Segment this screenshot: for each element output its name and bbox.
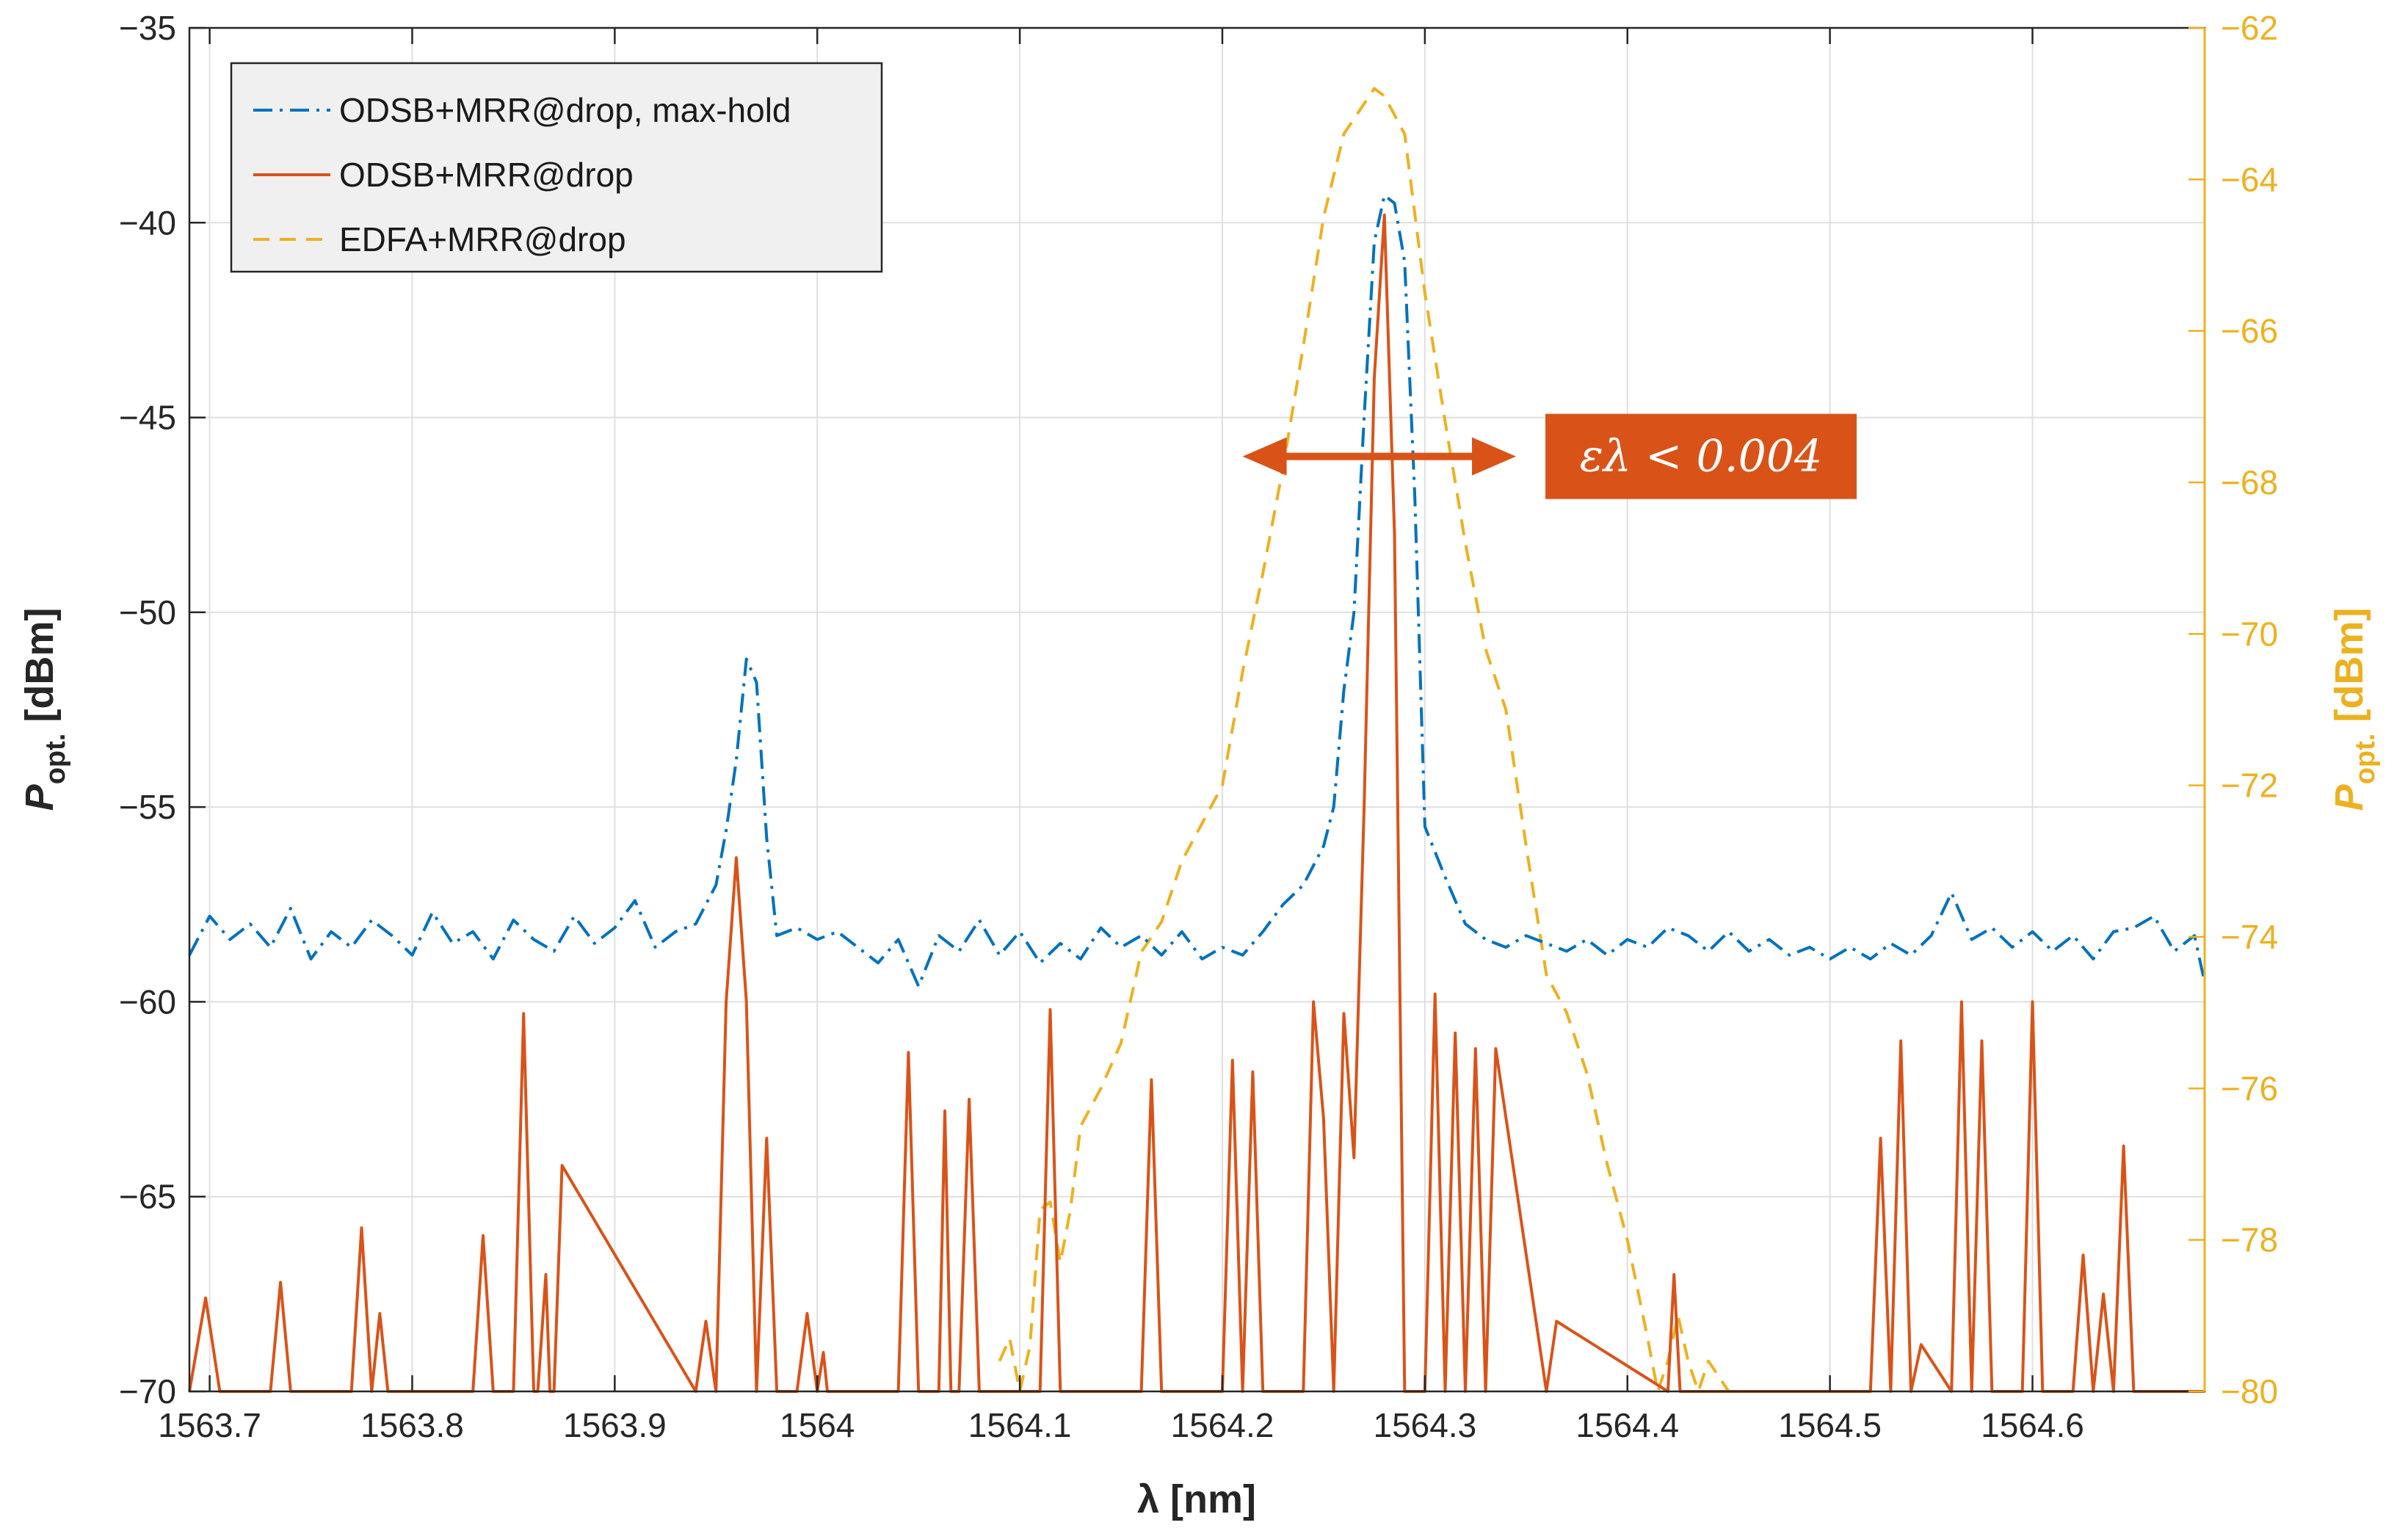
legend-box — [230, 62, 883, 273]
y-left-tick-label: −60 — [119, 982, 176, 1021]
y-right-tick-label: −62 — [2221, 9, 2278, 47]
y-right-tick-label: −70 — [2221, 615, 2278, 653]
y-left-tick-label: −65 — [119, 1178, 176, 1216]
y-right-label-sub: opt. — [2350, 734, 2381, 785]
y-right-tick-label: −64 — [2221, 160, 2278, 198]
series-layer — [188, 87, 2206, 1393]
x-tick-labels: 1563.7 1563.8 1563.9 1564 1564.1 1564.2 1564.3… — [158, 1406, 2084, 1444]
y-right-tick-label: −68 — [2221, 463, 2278, 501]
x-tick-label: 1564 — [780, 1406, 855, 1444]
y-left-tick-labels: −70 −65 −60 −55 −50 −45 −40 −35 — [119, 9, 176, 1411]
y-right-tick-label: −76 — [2221, 1069, 2278, 1107]
legend-items: ODSB+MRR@drop, max-hold ODSB+MRR@drop EDFA… — [253, 91, 791, 258]
y-left-label-unit: [dBm] — [18, 608, 62, 734]
y-right-tick-label: −72 — [2221, 767, 2278, 805]
x-tick-label: 1564.6 — [1981, 1406, 2084, 1444]
y-left-tick-label: −35 — [119, 9, 176, 47]
annotation-text: ελ < 0.004 — [1580, 431, 1822, 482]
x-tick-label: 1564.3 — [1374, 1406, 1477, 1444]
y-left-tick-label: −50 — [119, 593, 176, 631]
annotation-arrowhead-left — [1242, 437, 1287, 476]
y-right-tick-label: −66 — [2221, 312, 2278, 350]
y-left-tick-label: −70 — [119, 1372, 176, 1411]
x-tick-label: 1564.1 — [968, 1406, 1072, 1444]
annotation-arrowhead-right — [1472, 437, 1517, 476]
annotation-box — [1545, 413, 1857, 499]
x-axis-label: λ [nm] — [1137, 1477, 1256, 1521]
ticks — [189, 26, 2206, 1393]
x-tick-label: 1563.8 — [360, 1406, 464, 1444]
series-line-1 — [188, 213, 2205, 1393]
y-left-tick-label: −40 — [119, 203, 176, 242]
legend-label: ODSB+MRR@drop, max-hold — [339, 91, 791, 129]
legend-label: EDFA+MRR@drop — [339, 220, 626, 258]
legend-label: ODSB+MRR@drop — [339, 156, 634, 194]
series-line-0 — [188, 194, 2206, 988]
legend: ODSB+MRR@drop, max-hold ODSB+MRR@drop EDFA… — [230, 62, 883, 273]
y-axis-label-left: Popt. [dBm] — [18, 608, 71, 811]
annotation: ελ < 0.004 — [1242, 413, 1857, 499]
y-left-label-sub: opt. — [40, 734, 71, 785]
y-left-label-main: P — [18, 783, 62, 811]
y-right-tick-label: −78 — [2221, 1221, 2278, 1259]
y-right-label-unit: [dBm] — [2327, 608, 2371, 734]
x-tick-label: 1563.9 — [563, 1406, 667, 1444]
y-right-label-main: P — [2327, 783, 2371, 811]
y-left-tick-label: −55 — [119, 788, 176, 826]
y-left-tick-label: −45 — [119, 399, 176, 437]
x-tick-label: 1564.2 — [1171, 1406, 1274, 1444]
y-right-tick-labels: −80 −78 −76 −74 −72 −70 −68 −66 −64 −62 — [2221, 9, 2278, 1411]
x-tick-label: 1564.5 — [1778, 1406, 1882, 1444]
x-tick-label: 1564.4 — [1575, 1406, 1679, 1444]
y-axis-label-right: Popt. [dBm] — [2327, 608, 2381, 811]
x-tick-label: 1563.7 — [158, 1406, 261, 1444]
series-line-2 — [998, 87, 1730, 1393]
y-right-tick-label: −74 — [2221, 918, 2278, 956]
y-right-tick-label: −80 — [2221, 1372, 2278, 1411]
